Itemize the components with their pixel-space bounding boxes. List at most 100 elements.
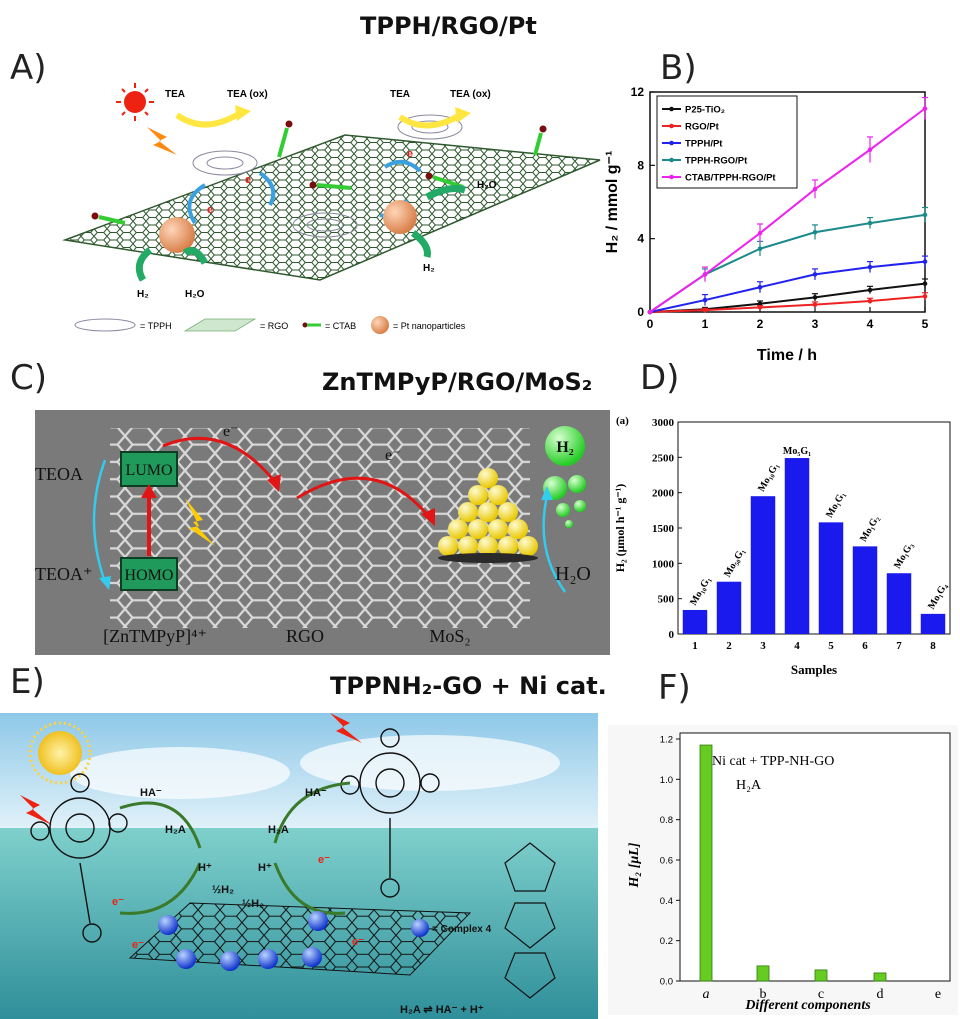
legend-rgo: = RGO — [260, 321, 288, 331]
h2-label-left: H₂ — [137, 289, 149, 300]
cycle-arrows — [119, 781, 351, 915]
y-tick-label: 2000 — [652, 488, 675, 500]
porphyrin-right — [340, 728, 440, 898]
electron-label: e⁻ — [385, 447, 401, 464]
tea-label-right: TEA — [390, 89, 410, 100]
legend-label: TPPH/Pt — [685, 139, 723, 150]
y-axis-label: H₂ / mmol g⁻¹ — [604, 151, 621, 254]
data-point — [702, 307, 708, 313]
data-point — [867, 264, 873, 270]
section-title-bottom: TPPNH₂-GO + Ni cat. — [330, 672, 607, 700]
legend-ctab: = CTAB — [325, 321, 356, 331]
hplus-label: H⁺ — [198, 862, 212, 874]
panel-a-legend: = TPPH = RGO = CTAB = Pt nanoparticles — [74, 316, 466, 334]
lumo-box — [120, 451, 178, 487]
data-point — [812, 302, 818, 307]
water-arrows — [135, 185, 467, 282]
data-point — [922, 106, 928, 111]
data-point — [812, 295, 818, 300]
lightning-icon — [330, 713, 362, 743]
x-tick-label: 2 — [757, 317, 764, 331]
y-tick-label: 1500 — [652, 523, 675, 535]
panel-label-a: A) — [10, 48, 47, 88]
panel-f-bar-chart: 0.0 0.2 0.4 0.6 0.8 1.0 1.2 a b c d e Ni cat + TPP… — [608, 725, 958, 1015]
legend-label: TPPH-RGO/Pt — [685, 156, 748, 167]
electron-label: e⁻ — [318, 854, 330, 866]
series-line — [649, 107, 926, 313]
electron-transfer-arrow — [296, 476, 432, 519]
zntmpyp-label: [ZnTMPyP]⁴⁺ — [103, 626, 207, 646]
data-point — [757, 301, 763, 307]
series-line — [649, 260, 926, 313]
tea-label-left: TEA — [165, 89, 185, 100]
data-point — [757, 284, 763, 290]
half-h2-label: ½H₂ — [212, 884, 234, 896]
h2-label: H₂ — [556, 439, 573, 456]
complex-legend-label: = Complex 4 — [432, 924, 492, 935]
h2o-label-left: H₂O — [185, 289, 205, 300]
legend-marker — [669, 123, 674, 129]
data-point — [757, 230, 763, 236]
electron-label: e — [407, 148, 413, 160]
x-tick-label: d — [877, 987, 884, 1002]
y-tick-label: 0 — [669, 629, 675, 641]
teaox-label-right: TEA (ox) — [450, 89, 491, 100]
data-point — [867, 298, 873, 304]
panel-c-schematic: LUMO HOMO e⁻ e⁻ TEOA TEOA⁺ H₂ H₂O [ZnTMP… — [35, 410, 610, 655]
x-tick-label: 3 — [760, 640, 766, 652]
y-tick-label: 0.8 — [660, 815, 673, 826]
data-point — [757, 305, 763, 310]
x-tick-label: 4 — [794, 640, 800, 652]
bar — [852, 546, 878, 634]
y-tick-label: 2500 — [652, 452, 675, 464]
y-tick-label: 3000 — [652, 417, 675, 429]
bar — [784, 458, 810, 634]
complex-legend-sphere — [411, 919, 429, 937]
y-axis-label: H₂ (μmol h⁻¹ g⁻¹) — [613, 484, 627, 573]
h2a-label: H₂A — [268, 824, 289, 836]
x-tick-label: 1 — [702, 317, 709, 331]
x-tick-label: e — [935, 987, 941, 1002]
data-point — [922, 294, 928, 299]
teaox-label-left: TEA (ox) — [227, 89, 268, 100]
x-tick-label: 7 — [896, 640, 902, 652]
half-h2-label: ½H₂ — [242, 898, 264, 910]
y-tick-label: 1.2 — [660, 735, 673, 746]
h2-bubble — [545, 426, 585, 466]
electron-label: e⁻ — [112, 896, 124, 908]
section-title-middle: ZnTMPyP/RGO/MoS₂ — [322, 368, 593, 396]
pt-nanoparticle — [383, 200, 417, 234]
x-tick-label: 2 — [726, 640, 732, 652]
plot-frame — [679, 732, 951, 982]
tea-arrow-right — [398, 112, 462, 129]
complex-spheres — [158, 911, 328, 971]
h2a-label: H₂A — [165, 824, 186, 836]
bar-label: Mo₅G₁ — [783, 446, 811, 457]
data-point — [867, 287, 873, 293]
teoa-label: TEOA — [35, 464, 83, 484]
x-tick-label: 0 — [647, 317, 654, 331]
legend-label: RGO/Pt — [685, 122, 720, 133]
panel-label-d: D) — [640, 358, 680, 398]
y-tick-label: 8 — [637, 158, 644, 172]
x-tick-label: a — [703, 987, 710, 1002]
lightning-icon — [20, 795, 52, 825]
legend-marker — [669, 106, 674, 112]
sun-icon — [28, 721, 92, 785]
panel-label-f: F) — [658, 668, 691, 708]
legend-pt: = Pt nanoparticles — [393, 321, 466, 331]
hplus-label: H⁺ — [258, 862, 272, 874]
equilibrium-label: H₂A ⇌ HA⁻ + H⁺ — [400, 1004, 484, 1016]
panel-a-schematic: TEA TEA (ox) TEA TEA (ox) e e e H₂ H₂O H… — [62, 83, 601, 334]
x-tick-label: b — [760, 987, 767, 1002]
bar — [682, 609, 708, 634]
pt-nanoparticle — [159, 217, 195, 253]
legend-marker — [669, 157, 674, 163]
y-tick-label: 1.0 — [660, 775, 673, 786]
y-tick-label: 0.6 — [660, 856, 673, 867]
legend-entry: H₂A — [736, 778, 762, 793]
electron-label: e — [245, 174, 251, 186]
legend-tpph: = TPPH — [140, 321, 172, 331]
panel-e-illustration: HA⁻ HA⁻ H₂A H₂A H⁺ H⁺ ½H₂ ½H₂ = Complex … — [0, 713, 598, 1019]
h2-label-right: H₂ — [423, 263, 435, 274]
